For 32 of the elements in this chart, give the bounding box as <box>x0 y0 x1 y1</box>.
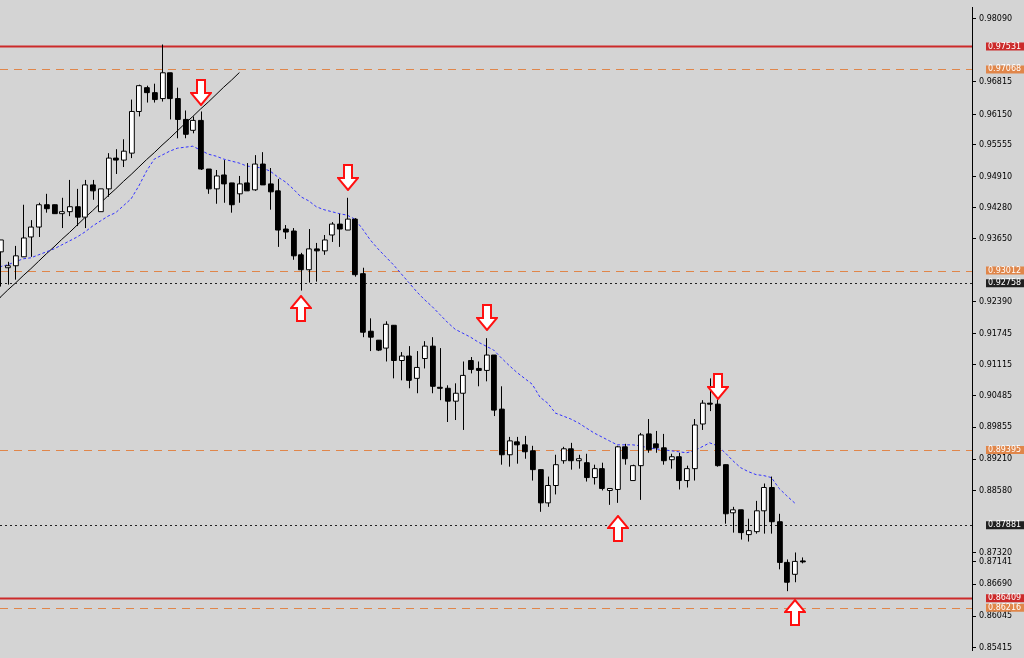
ref-line-label: 0.87881 <box>988 520 1022 530</box>
y-tick-label: 0.89210 <box>979 454 1013 464</box>
ref-line-label: 0.93012 <box>988 265 1022 275</box>
y-tick-label: 0.86045 <box>979 611 1013 621</box>
y-tick-label: 0.87141 <box>979 556 1013 566</box>
y-tick-label: 0.98090 <box>979 13 1013 23</box>
y-tick-label: 0.95555 <box>979 139 1013 149</box>
y-tick-label: 0.87320 <box>979 548 1013 558</box>
candlestick <box>360 267 366 338</box>
candlestick <box>175 87 181 139</box>
ref-line-label: 0.89395 <box>988 445 1022 455</box>
y-tick-label: 0.86690 <box>979 579 1013 589</box>
y-tick-label: 0.96815 <box>979 77 1013 87</box>
y-tick-label: 0.94280 <box>979 202 1013 212</box>
y-tick-label: 0.91115 <box>979 359 1013 369</box>
y-tick-label: 0.90485 <box>979 391 1013 401</box>
ref-line-label: 0.97531 <box>988 41 1022 51</box>
y-tick-label: 0.91745 <box>979 328 1013 338</box>
candlestick <box>553 454 559 495</box>
ref-line-label: 0.92758 <box>988 278 1022 288</box>
y-tick-label: 0.94910 <box>979 171 1013 181</box>
y-tick-label: 0.92390 <box>979 296 1013 306</box>
ref-line-label: 0.86216 <box>988 602 1022 612</box>
line-series <box>0 145 796 504</box>
ref-line-label: 0.97068 <box>988 64 1022 74</box>
y-tick-label: 0.89855 <box>979 422 1013 432</box>
y-tick-label: 0.88580 <box>979 485 1013 495</box>
y-tick-label: 0.96150 <box>979 110 1013 120</box>
y-tick-label: 0.93650 <box>979 234 1013 244</box>
y-tick-label: 0.85415 <box>979 642 1013 652</box>
candlestick <box>36 202 42 238</box>
ref-line-label: 0.86409 <box>988 593 1022 603</box>
